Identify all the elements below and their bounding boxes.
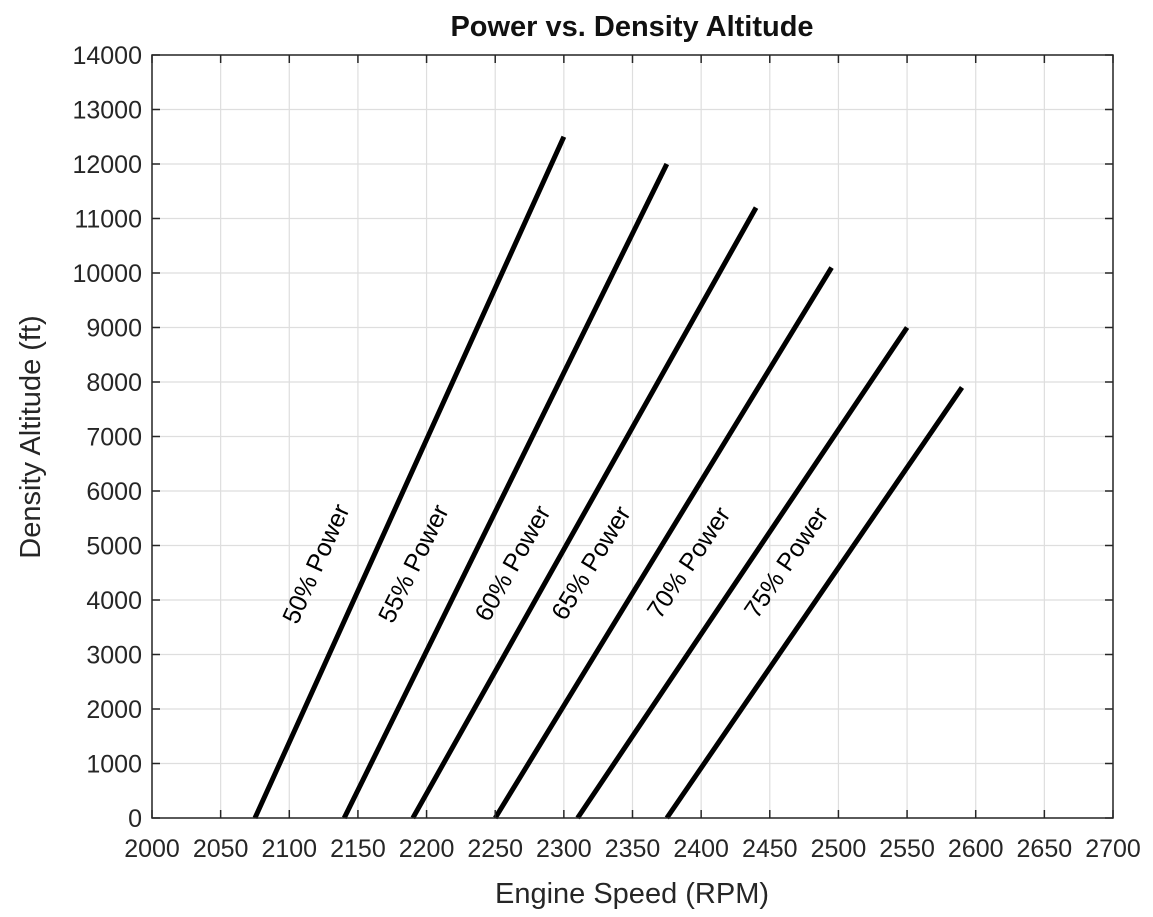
y-tick-label: 4000 [86, 587, 142, 615]
y-tick-label: 7000 [86, 424, 142, 452]
x-tick-label: 2650 [1017, 835, 1073, 863]
series-line-55-power [341, 162, 670, 820]
x-tick-label: 2050 [193, 835, 249, 863]
y-tick-label: 3000 [86, 642, 142, 670]
series-line-75-power [664, 386, 965, 820]
x-tick-label: 2200 [399, 835, 455, 863]
x-tick-label: 2400 [673, 835, 729, 863]
axis-ticks: 2000 2050 2100 2150 2200 2250 2300 2350 2400 2450… [72, 42, 1140, 863]
series-line-60-power [410, 206, 759, 820]
x-tick-label: 2000 [124, 835, 180, 863]
y-tick-label: 9000 [86, 315, 142, 343]
y-tick-label: 11000 [74, 206, 142, 234]
x-tick-label: 2100 [261, 835, 317, 863]
y-tick-label: 14000 [72, 42, 142, 70]
series-line-70-power [575, 326, 910, 820]
y-tick-label: 5000 [86, 533, 142, 561]
y-tick-label: 6000 [86, 478, 142, 506]
series-label: 60% Power [469, 501, 556, 626]
series-lines [252, 135, 965, 820]
y-tick-label: 0 [128, 805, 142, 833]
x-tick-label: 2600 [948, 835, 1004, 863]
y-tick-label: 1000 [86, 751, 142, 779]
x-tick-label: 2300 [536, 835, 592, 863]
y-axis-title: Density Altitude (ft) [15, 315, 47, 558]
y-tick-label: 8000 [86, 369, 142, 397]
series-label: 55% Power [373, 500, 455, 627]
y-tick-label: 2000 [86, 696, 142, 724]
x-tick-label: 2500 [811, 835, 867, 863]
chart-title: Power vs. Density Altitude [450, 11, 813, 43]
x-axis-title: Engine Speed (RPM) [495, 878, 769, 910]
x-tick-label: 2250 [467, 835, 523, 863]
x-tick-label: 2450 [742, 835, 798, 863]
x-tick-label: 2150 [330, 835, 386, 863]
series-line-65-power [493, 266, 834, 820]
x-tick-label: 2350 [605, 835, 661, 863]
y-tick-label: 13000 [72, 97, 142, 125]
x-tick-label: 2550 [879, 835, 935, 863]
series-label: 75% Power [739, 502, 834, 623]
series-line-50-power [252, 135, 567, 820]
grid [151, 54, 1114, 819]
y-tick-label: 12000 [72, 151, 142, 179]
y-tick-label: 10000 [72, 260, 142, 288]
x-tick-label: 2700 [1085, 835, 1141, 863]
